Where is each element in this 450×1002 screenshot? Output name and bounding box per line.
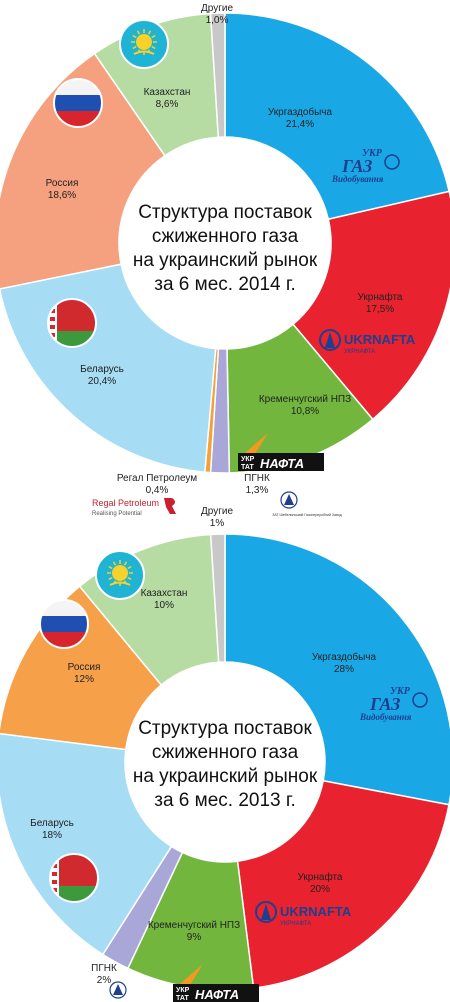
logo-text: НАФТА [260, 456, 304, 471]
logo-text: Realising Potential [92, 511, 142, 517]
pgnk-logo: ЗАТ Шебелинський Газопереробний Завод [272, 491, 342, 517]
logo-text: УКР [362, 148, 383, 159]
logo-text: ТАТ [241, 464, 255, 471]
logo-text: ГАЗ [369, 694, 400, 714]
ukrnafta-logo: UKRNAFTA УКРНАФТА [319, 329, 416, 355]
slice-name-label: Другие [201, 506, 233, 517]
belarus-flag [49, 853, 99, 903]
logo-text: ЗАТ Шебелинський Газопереробний Завод [272, 513, 341, 517]
russia-flag [39, 599, 89, 649]
title-line: на украинский рынок [133, 250, 318, 271]
slice-russia [0, 52, 166, 290]
slice-value-label: 10,8% [291, 406, 319, 417]
slice-ukrnafta [292, 190, 450, 421]
logo-text: УКР [176, 987, 190, 994]
title-line: Структура поставок [138, 718, 312, 739]
slice-name-label: ПГНК [91, 963, 117, 974]
donut-slices [0, 12, 450, 474]
slice-name-label: ПГНК [244, 473, 270, 484]
slice-name-label: Другие [201, 3, 233, 14]
slice-value-label: 1,3% [246, 485, 269, 496]
logo-text: УКРНАФТА [344, 349, 375, 355]
title-line: за 6 мес. 2014 г. [154, 274, 296, 295]
logo-text: ГАЗ [341, 156, 372, 176]
slice-other [209, 12, 226, 139]
kazakhstan-flag [119, 19, 169, 69]
logo-text: Видобування [331, 174, 384, 184]
slice-name-label: Кременчугский НПЗ [148, 920, 240, 931]
donut-hole [121, 139, 329, 347]
slice-name-label: Укрнафта [358, 291, 403, 303]
pgnk-logo: ЗАТ Шебелинський Газопереробний Завод [109, 981, 127, 999]
slice-name-label: Укрнафта [298, 871, 343, 883]
slice-name-label: Кременчугский НПЗ [259, 394, 351, 405]
title-line: сжиженного газа [152, 742, 299, 763]
slice-value-label: 28% [334, 664, 354, 675]
slice-other [209, 533, 226, 663]
kazakhstan-flag [95, 550, 145, 600]
russia-flag [53, 78, 103, 128]
slice-value-label: 21,4% [286, 119, 314, 130]
slice-value-label: 2% [97, 975, 112, 986]
slice-ukrnafta [236, 779, 450, 990]
slice-value-label: 17,5% [366, 304, 394, 315]
slice-name-label: Укргаздобыча [312, 651, 377, 663]
logo-text: УКРНАФТА [280, 921, 311, 927]
slice-value-label: 20% [310, 884, 330, 895]
donut-slices [0, 533, 450, 991]
title-line: Структура поставок [138, 202, 312, 223]
chart-title: Структура поставок сжиженного газа на укра… [133, 718, 318, 811]
title-line: сжиженного газа [152, 226, 299, 247]
logo-text: Regal Petroleum [92, 498, 159, 508]
ukrnafta-logo: UKRNAFTA УКРНАФТА [255, 901, 352, 927]
slice-name-label: Беларусь [30, 818, 74, 829]
slice-value-label: 10% [154, 600, 174, 611]
slice-value-label: 12% [74, 674, 94, 685]
slice-name-label: Россия [46, 178, 79, 189]
slice-belarus [0, 732, 173, 956]
slice-ukrgazdobycha [224, 533, 450, 806]
logo-text: UKRNAFTA [280, 904, 352, 919]
slice-value-label: 18,6% [48, 190, 76, 201]
donut-hole [127, 664, 323, 860]
slice-value-label: 8,6% [156, 99, 179, 110]
belarus-flag [47, 298, 97, 348]
logo-text: ТАТ [176, 995, 190, 1002]
slice-name-label: Россия [68, 662, 101, 673]
slice-value-label: 9% [187, 932, 202, 943]
slice-value-label: 1,0% [206, 15, 229, 26]
logo-text: УКР [241, 456, 255, 463]
chart-title: Структура поставок сжиженного газа на укра… [133, 202, 318, 295]
slice-value-label: 20,4% [88, 376, 116, 387]
logo-text: НАФТА [195, 987, 239, 1002]
slice-value-label: 1% [210, 518, 225, 529]
slice-value-label: 18% [42, 830, 62, 841]
title-line: за 6 мес. 2013 г. [154, 790, 296, 811]
slice-ukrgazdobycha [224, 12, 450, 221]
title-line: на украинский рынок [133, 766, 318, 787]
slice-name-label: Укргаздобыча [268, 106, 333, 118]
slice-value-label: 0,4% [146, 485, 169, 496]
logo-text: УКР [390, 686, 411, 697]
regal-petroleum-logo: Regal Petroleum Realising Potential [92, 498, 176, 517]
slice-name-label: Беларусь [80, 364, 124, 375]
slice-name-label: Казахстан [141, 588, 188, 599]
logo-text: Видобування [359, 712, 412, 722]
logo-text: UKRNAFTA [344, 332, 416, 347]
slice-name-label: Регал Петролеум [117, 473, 197, 484]
slice-name-label: Казахстан [144, 87, 191, 98]
